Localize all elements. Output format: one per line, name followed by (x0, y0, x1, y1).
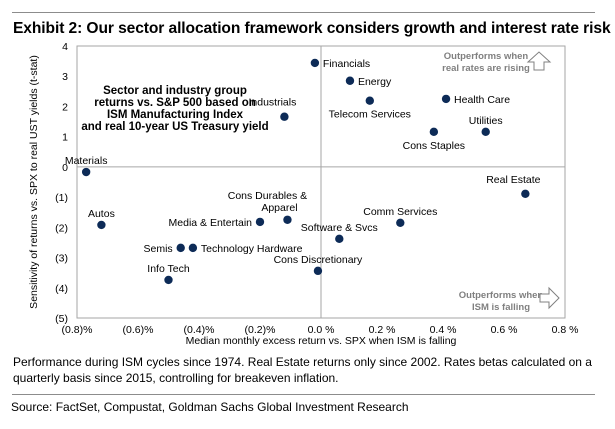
data-point: Health Care (441, 94, 510, 106)
x-tick-label: 0.4 % (430, 324, 457, 336)
point-label: Utilities (469, 115, 503, 127)
data-point: Real Estate (486, 174, 541, 198)
point-marker (255, 217, 265, 227)
x-tick-label: 0.8 % (552, 324, 579, 336)
arrow-up-icon (526, 51, 552, 71)
data-point: Software & Svcs (301, 222, 378, 244)
inset-title-line: Sector and industry group (103, 85, 247, 97)
data-point: Financials (310, 58, 370, 70)
annotation-line: ISM is falling (472, 302, 530, 313)
x-tick-label: 0.6 % (491, 324, 518, 336)
point-marker (97, 220, 106, 230)
data-point: Info Tech (147, 263, 190, 285)
x-tick-label: (0.2)% (245, 324, 276, 336)
point-marker (176, 243, 185, 253)
point-marker (396, 218, 405, 227)
point-label: Materials (65, 155, 108, 167)
y-tick-label: (5) (55, 313, 68, 325)
chart-footnote: Performance during ISM cycles since 1974… (13, 355, 592, 385)
data-point: Autos (88, 208, 115, 230)
point-label: Financials (323, 58, 370, 70)
point-label: Energy (358, 76, 392, 88)
y-tick-label: (2) (55, 222, 68, 234)
point-marker (481, 127, 490, 137)
data-point: Cons Durables &Apparel (228, 190, 307, 224)
point-label: Apparel (261, 202, 297, 214)
point-marker (313, 266, 323, 276)
annotation-line: real rates are rising (442, 63, 530, 74)
point-label: Cons Discretionary (274, 254, 363, 266)
data-point: Media & Entertain (169, 217, 265, 229)
x-axis-label: Median monthly excess return vs. SPX whe… (186, 335, 457, 347)
y-tick-label: (3) (55, 253, 68, 265)
tick-labels: (0.8)% (0.6)% (0.4)% (0.2)% 0.0 % 0.2 % 0.4 % 0… (55, 41, 578, 336)
point-label: Autos (88, 208, 115, 220)
point-label: Info Tech (147, 263, 190, 275)
scatter-chart: (0.8)% (0.6)% (0.4)% (0.2)% 0.0 % 0.2 % 0.4 % 0… (28, 41, 578, 347)
data-point: Utilities (469, 115, 503, 137)
point-label: Real Estate (486, 174, 540, 186)
point-marker (521, 189, 530, 198)
data-point: Energy (345, 76, 392, 88)
y-tick-label: 4 (62, 41, 68, 53)
y-tick-label: 1 (62, 132, 68, 144)
point-label: Media & Entertain (169, 217, 253, 229)
point-marker (280, 112, 289, 121)
inset-title-line: ISM Manufacturing Index (107, 109, 244, 121)
annotation-line: Outperforms when (459, 290, 544, 301)
inset-title-line: and real 10-year US Treasury yield (81, 121, 268, 133)
exhibit-title: Exhibit 2: Our sector allocation framewo… (13, 20, 611, 37)
inset-title: Sector and industry group returns vs. S&… (81, 85, 268, 133)
point-label: Telecom Services (329, 109, 411, 121)
point-marker (345, 76, 355, 85)
source-line: Source: FactSet, Compustat, Goldman Sach… (11, 400, 409, 414)
y-tick-label: 2 (62, 101, 68, 113)
x-tick-label: 0.2 % (369, 324, 396, 336)
data-points: Financials Energy Telecom Services Health C… (65, 58, 541, 285)
y-tick-label: (1) (55, 192, 68, 204)
data-point: Industrials (248, 97, 296, 121)
point-label: Cons Staples (403, 140, 465, 152)
point-marker (441, 94, 451, 104)
x-tick-label: 0.0 % (308, 324, 335, 336)
point-label: Comm Services (363, 206, 437, 218)
point-marker (429, 127, 439, 137)
point-marker (81, 167, 91, 177)
data-point: Cons Discretionary (274, 254, 363, 276)
x-tick-label: (0.8)% (62, 324, 93, 336)
annotation-ism-falling: Outperforms when ISM is falling (459, 286, 560, 313)
point-marker (335, 234, 344, 244)
y-tick-label: 0 (62, 162, 68, 174)
point-marker (365, 96, 374, 105)
inset-title-line: returns vs. S&P 500 based on (94, 97, 256, 109)
point-marker (188, 243, 198, 253)
x-tick-label: (0.4)% (184, 324, 215, 336)
data-point: Telecom Services (329, 96, 411, 121)
x-tick-label: (0.6)% (123, 324, 154, 336)
point-label: Software & Svcs (301, 222, 378, 234)
point-marker (164, 275, 173, 285)
top-rule (12, 12, 595, 13)
data-point: Technology Hardware (188, 243, 303, 255)
point-label: Health Care (454, 94, 510, 106)
y-tick-label: 3 (62, 71, 68, 83)
arrow-right-icon (539, 286, 560, 310)
point-label: Industrials (248, 97, 296, 109)
annotation-rates-rising: Outperforms when real rates are rising (442, 51, 552, 74)
y-axis-label: Sensitivity of returns vs. SPX to real U… (28, 55, 40, 309)
data-point: Comm Services (363, 206, 437, 227)
point-label: Technology Hardware (201, 243, 303, 255)
point-label: Semis (144, 243, 173, 255)
point-marker (310, 58, 320, 68)
data-point: Materials (65, 155, 108, 177)
point-label: Cons Durables & (228, 190, 307, 202)
y-tick-label: (4) (55, 283, 68, 295)
data-point: Cons Staples (403, 127, 465, 152)
footnote-rule (12, 394, 595, 395)
data-point: Semis (144, 243, 185, 255)
point-marker (283, 215, 292, 224)
annotation-line: Outperforms when (444, 51, 529, 62)
